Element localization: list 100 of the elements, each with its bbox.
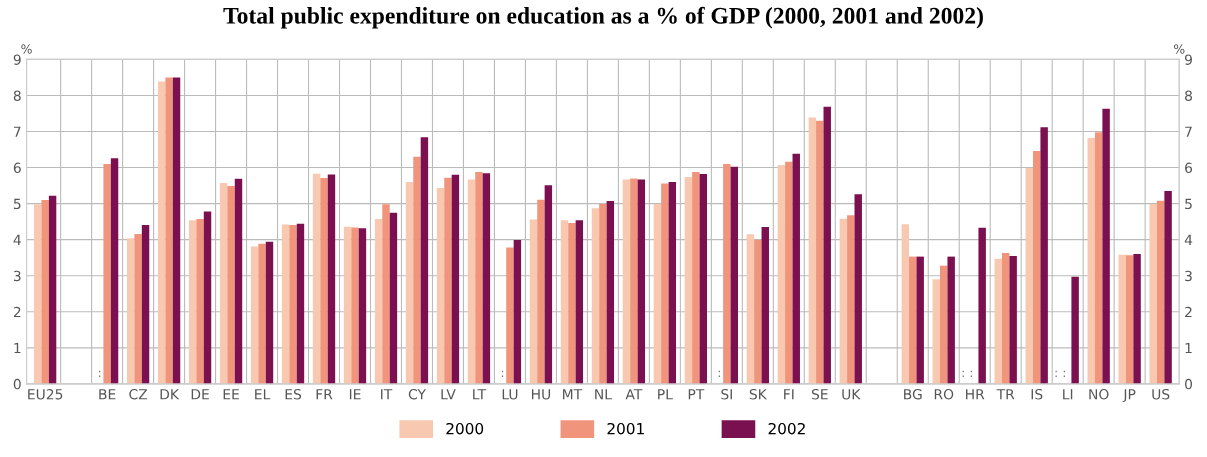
bar — [777, 165, 786, 384]
chart-title: Total public expenditure on education as a % of GDP (2000, 2001 and 2002) — [223, 6, 983, 29]
bar — [932, 279, 941, 384]
bar — [792, 153, 800, 384]
bar — [606, 201, 615, 384]
bar — [48, 195, 57, 384]
annotation: : : — [1055, 370, 1065, 378]
bar — [1133, 254, 1141, 384]
bar — [1118, 254, 1126, 384]
y2-axis-title: % — [1173, 44, 1185, 54]
bar — [296, 223, 305, 384]
bar — [630, 178, 638, 384]
bar — [1071, 276, 1079, 384]
bar — [1102, 108, 1110, 384]
x-tick-label: UK — [842, 389, 861, 400]
y-tick-label: 1 — [14, 342, 21, 354]
x-tick-label: CZ — [129, 388, 148, 400]
bar — [33, 204, 42, 384]
bar — [947, 256, 955, 384]
bar — [467, 179, 476, 384]
x-tick-label: DE — [191, 389, 209, 400]
x-tick-label: IT — [381, 389, 393, 400]
x-tick-label: PL — [658, 389, 673, 400]
bar — [1094, 132, 1103, 384]
bar — [916, 256, 924, 384]
bar — [358, 228, 367, 384]
bar — [382, 204, 390, 384]
y2-tick-label: 0 — [1185, 378, 1193, 390]
legend-label: 2002 — [768, 422, 805, 435]
bar — [560, 220, 569, 384]
x-tick-label: BE — [99, 389, 116, 400]
bar — [513, 240, 522, 384]
bar — [1156, 200, 1165, 384]
bar — [622, 179, 631, 384]
bar — [420, 137, 429, 384]
x-tick-label: TR — [996, 389, 1015, 400]
bar — [575, 220, 584, 384]
bar — [258, 243, 266, 384]
bar — [661, 183, 669, 384]
bar — [994, 258, 1002, 384]
bar — [978, 227, 986, 384]
bar — [188, 220, 197, 384]
y2-tick-label: 9 — [1184, 54, 1192, 65]
y2-tick-label: 7 — [1185, 126, 1192, 137]
x-tick-label: LT — [473, 389, 487, 400]
x-tick-label: SK — [749, 388, 768, 400]
bar — [847, 215, 855, 384]
bar — [1087, 138, 1095, 384]
bar — [746, 234, 755, 384]
x-tick-label: HR — [966, 389, 985, 400]
x-tick-label: HU — [531, 389, 551, 400]
bar — [839, 218, 848, 384]
x-tick-label: RO — [934, 388, 954, 400]
bar — [312, 173, 321, 384]
bar — [405, 181, 414, 384]
x-tick-label: FR — [316, 389, 333, 400]
y-tick-label: 2 — [13, 306, 21, 318]
bar — [413, 156, 421, 384]
x-tick-label: LV — [441, 389, 456, 400]
bar — [754, 239, 762, 384]
x-tick-label: LI — [1063, 389, 1073, 400]
bar — [444, 177, 452, 384]
x-tick-label: IS — [1031, 388, 1043, 400]
bar — [196, 219, 204, 384]
bar — [1025, 167, 1033, 384]
x-tick-label: CY — [408, 388, 426, 400]
bar — [389, 212, 398, 384]
annotation: : — [501, 370, 504, 378]
bar — [816, 120, 824, 384]
bar — [568, 223, 576, 384]
bar — [909, 256, 917, 384]
x-tick-label: EE — [223, 389, 239, 400]
x-tick-label: JP — [1122, 389, 1136, 403]
y-tick-label: 0 — [13, 378, 21, 390]
y2-tick-label: 5 — [1185, 198, 1192, 210]
annotation: : — [718, 370, 721, 378]
bar — [320, 178, 328, 384]
bar — [808, 117, 817, 384]
y2-tick-label: 8 — [1185, 90, 1192, 101]
bar — [599, 203, 607, 384]
x-tick-label: NL — [595, 389, 612, 400]
y-tick-label: 5 — [13, 198, 21, 210]
y-tick-label: 7 — [14, 126, 21, 137]
y-tick-label: 3 — [13, 270, 21, 282]
bar — [1032, 150, 1041, 384]
bar — [1009, 255, 1017, 384]
bar — [351, 227, 359, 384]
bar — [327, 174, 336, 384]
y-tick-label: 8 — [13, 90, 21, 101]
bar — [475, 171, 483, 384]
bar — [110, 158, 119, 384]
bar — [668, 181, 677, 384]
y2-tick-label: 2 — [1185, 306, 1192, 318]
bar — [785, 161, 793, 384]
bar — [537, 199, 545, 384]
bar — [234, 178, 243, 384]
bar — [41, 200, 49, 384]
y2-tick-label: 3 — [1185, 270, 1192, 282]
bar — [219, 183, 228, 384]
bar — [281, 224, 290, 384]
